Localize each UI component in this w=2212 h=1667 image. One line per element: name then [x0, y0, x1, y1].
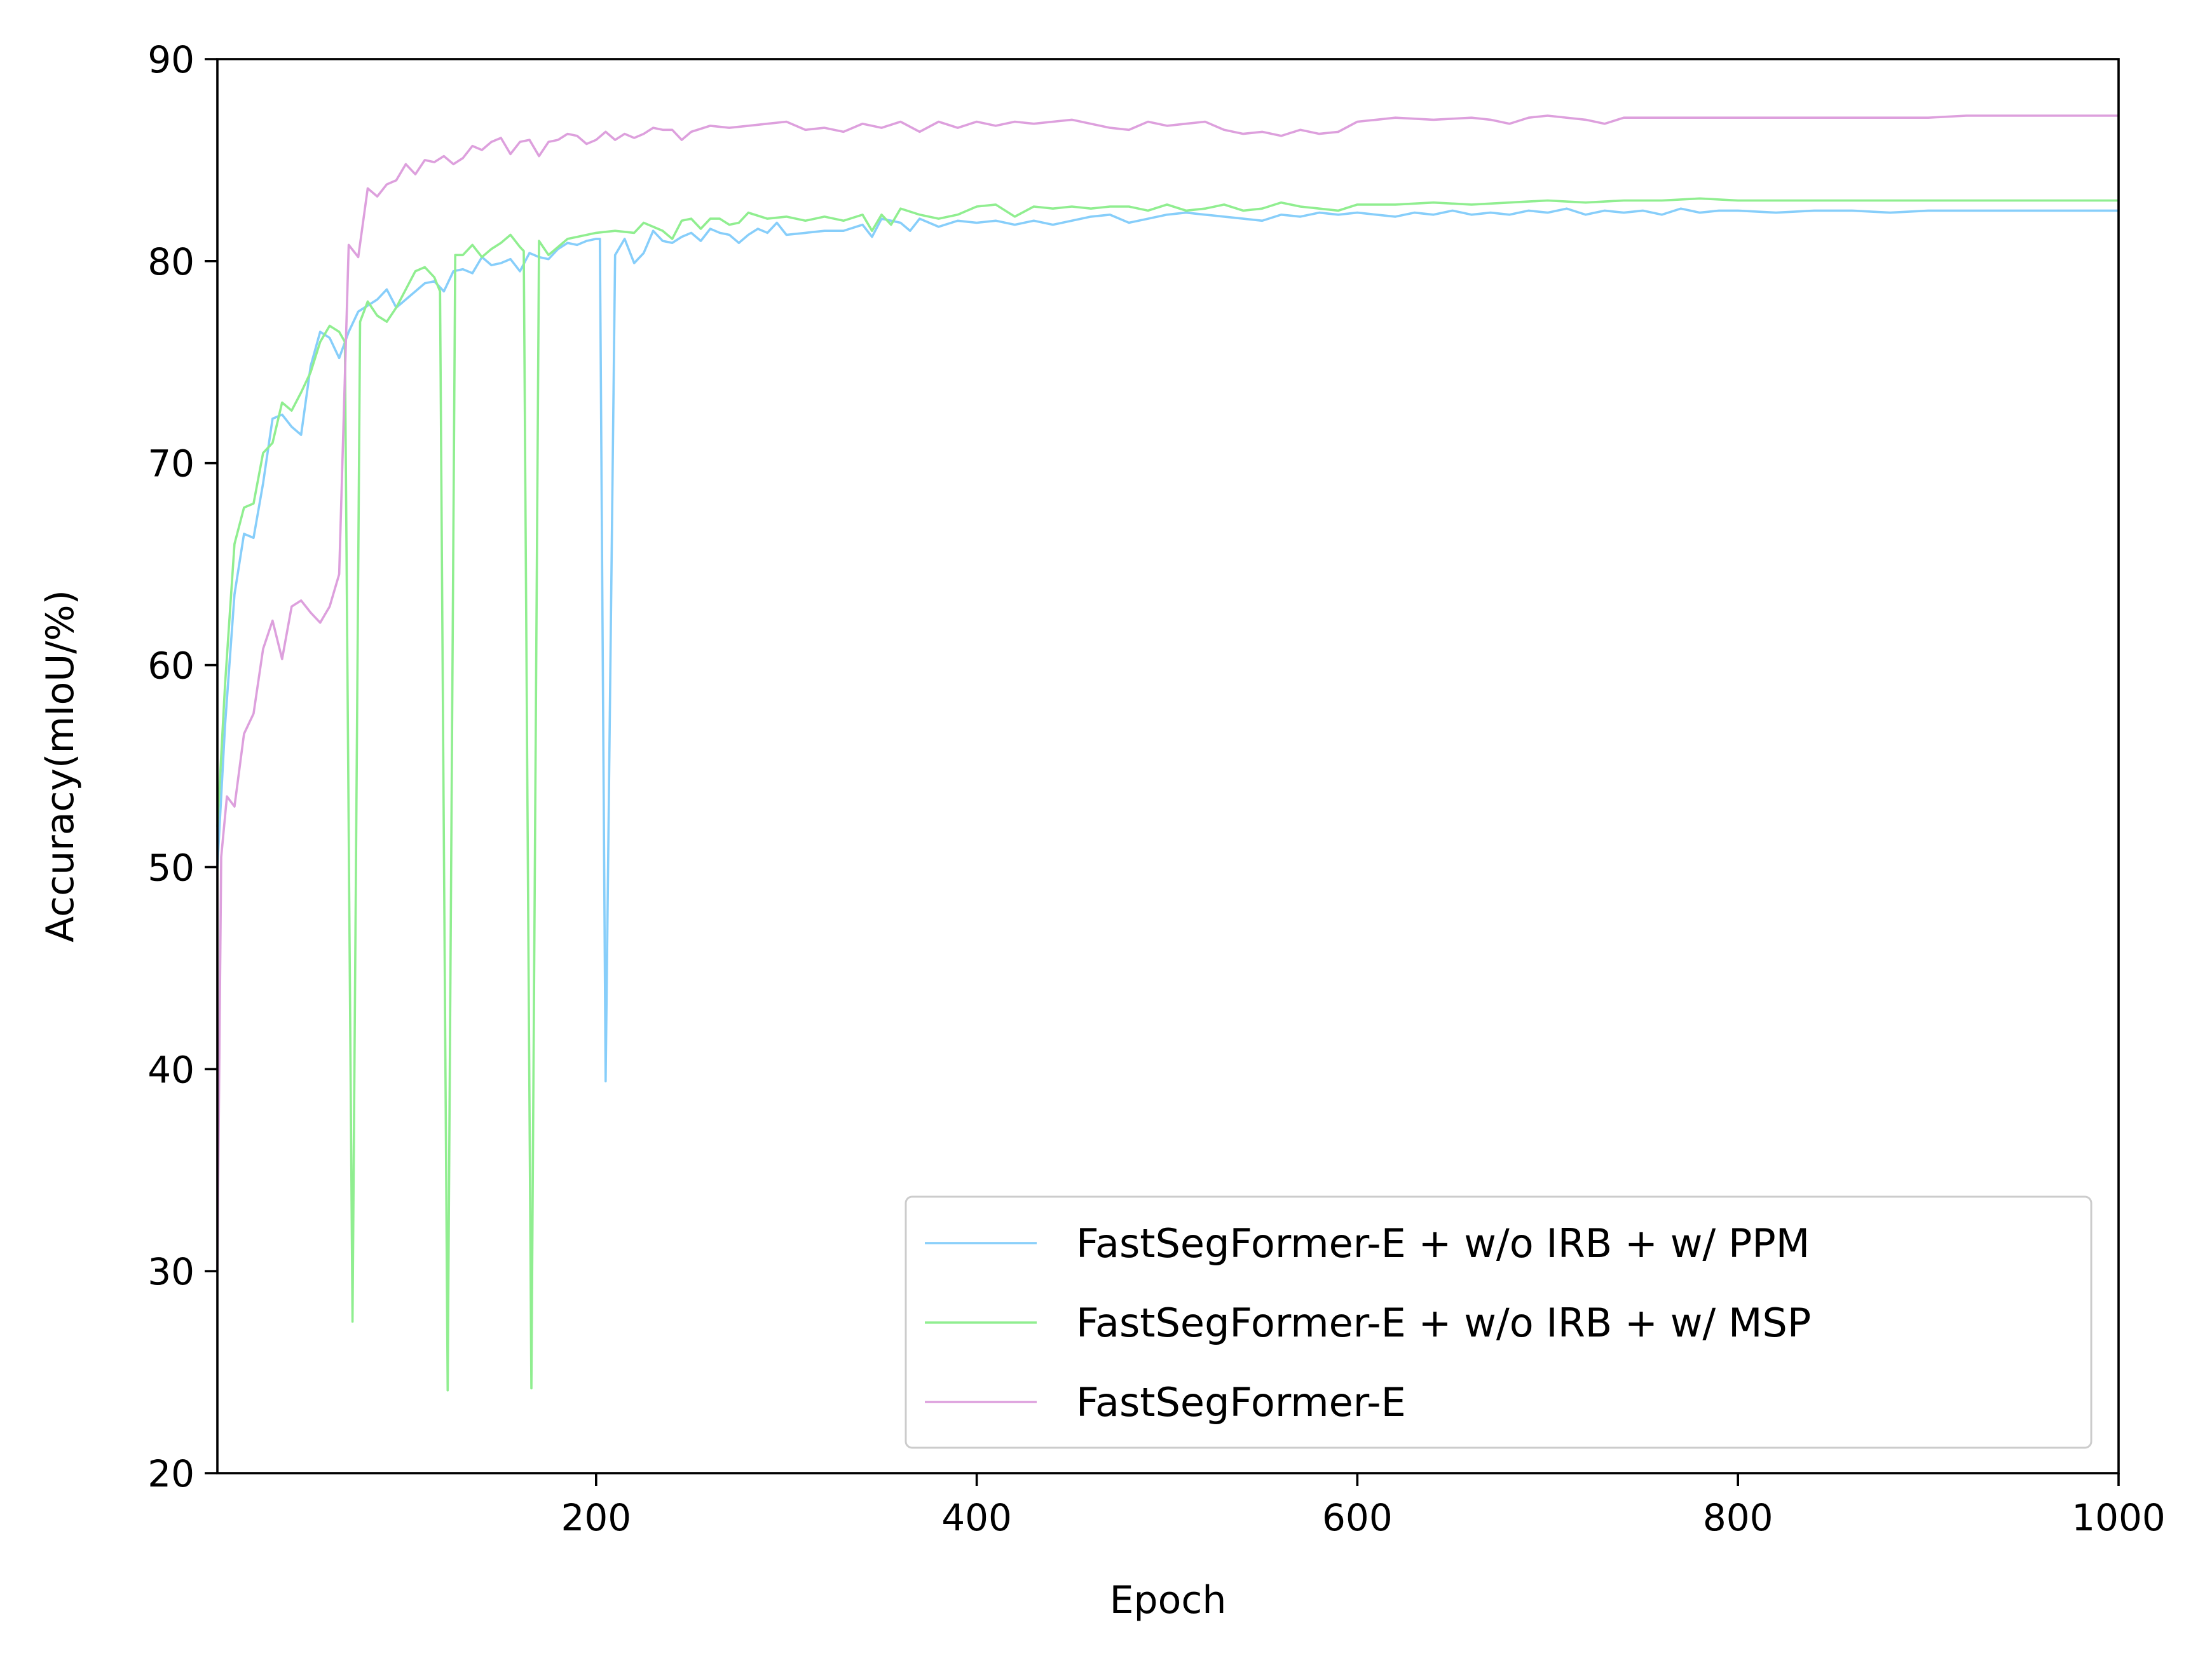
y-tick-label: 50 [147, 846, 195, 889]
y-tick-label: 30 [147, 1250, 195, 1293]
y-tick-label: 80 [147, 240, 195, 283]
y-tick-label: 20 [147, 1452, 195, 1495]
x-tick-label: 800 [1703, 1496, 1773, 1539]
legend-label-2: FastSegFormer-E + w/o IRB + w/ MSP [1076, 1300, 1811, 1346]
x-axis-title: Epoch [1110, 1578, 1227, 1623]
x-tick-label: 1000 [2072, 1496, 2166, 1539]
y-tick-label: 40 [147, 1048, 195, 1091]
axes-layer [216, 58, 2120, 1474]
legend-box [905, 1195, 2093, 1449]
x-axis-ticks: 200 400 600 800 1000 [561, 1473, 2166, 1539]
series-line-2 [216, 197, 2119, 1392]
x-tick-label: 400 [941, 1496, 1012, 1539]
legend-label-3: FastSegFormer-E [1076, 1379, 1406, 1425]
y-tick-label: 90 [147, 38, 195, 81]
series-line-3 [216, 114, 2119, 1272]
plot-frame [216, 58, 2120, 1474]
legend-label-1: FastSegFormer-E + w/o IRB + w/ PPM [1076, 1220, 1810, 1267]
y-axis-ticks: 20 30 40 50 60 70 80 90 [147, 38, 217, 1495]
x-tick-label: 200 [561, 1496, 631, 1539]
series-line-1 [216, 207, 2119, 1083]
legend: FastSegFormer-E + w/o IRB + w/ PPM FastSe… [905, 1195, 2093, 1449]
x-tick-label: 600 [1322, 1496, 1393, 1539]
y-tick-label: 70 [147, 442, 195, 486]
y-tick-label: 60 [147, 644, 195, 688]
series-layer [216, 114, 2119, 1392]
y-axis-title: Accuracy(mIoU/%) [38, 590, 83, 942]
